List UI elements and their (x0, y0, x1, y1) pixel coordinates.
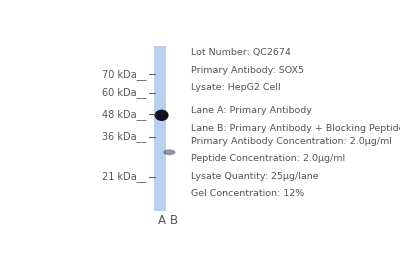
Bar (166, 46, 186, 211)
Text: B: B (170, 214, 178, 227)
Text: A: A (158, 214, 166, 227)
Text: Lysate: HepG2 Cell: Lysate: HepG2 Cell (191, 83, 281, 92)
Text: Lot Number: QC2674: Lot Number: QC2674 (191, 49, 291, 57)
Ellipse shape (163, 150, 176, 155)
Text: Primary Antibody Concentration: 2.0μg/ml: Primary Antibody Concentration: 2.0μg/ml (191, 137, 392, 146)
Text: 36 kDa__: 36 kDa__ (102, 131, 146, 142)
Text: Lane B: Primary Antibody + Blocking Peptide: Lane B: Primary Antibody + Blocking Pept… (191, 124, 400, 132)
Text: 21 kDa__: 21 kDa__ (102, 171, 146, 182)
Text: Lane A: Primary Antibody: Lane A: Primary Antibody (191, 106, 312, 115)
Text: Peptide Concentration: 2.0μg/ml: Peptide Concentration: 2.0μg/ml (191, 154, 345, 163)
Text: Lysate Quantity: 25μg/lane: Lysate Quantity: 25μg/lane (191, 172, 319, 181)
Text: Primary Antibody: SOX5: Primary Antibody: SOX5 (191, 66, 304, 75)
Text: 70 kDa__: 70 kDa__ (102, 69, 146, 80)
Text: Gel Concentration: 12%: Gel Concentration: 12% (191, 189, 304, 198)
Bar (154, 46, 186, 211)
Text: 48 kDa__: 48 kDa__ (102, 109, 146, 120)
Text: 60 kDa__: 60 kDa__ (102, 87, 146, 98)
Ellipse shape (155, 110, 168, 121)
